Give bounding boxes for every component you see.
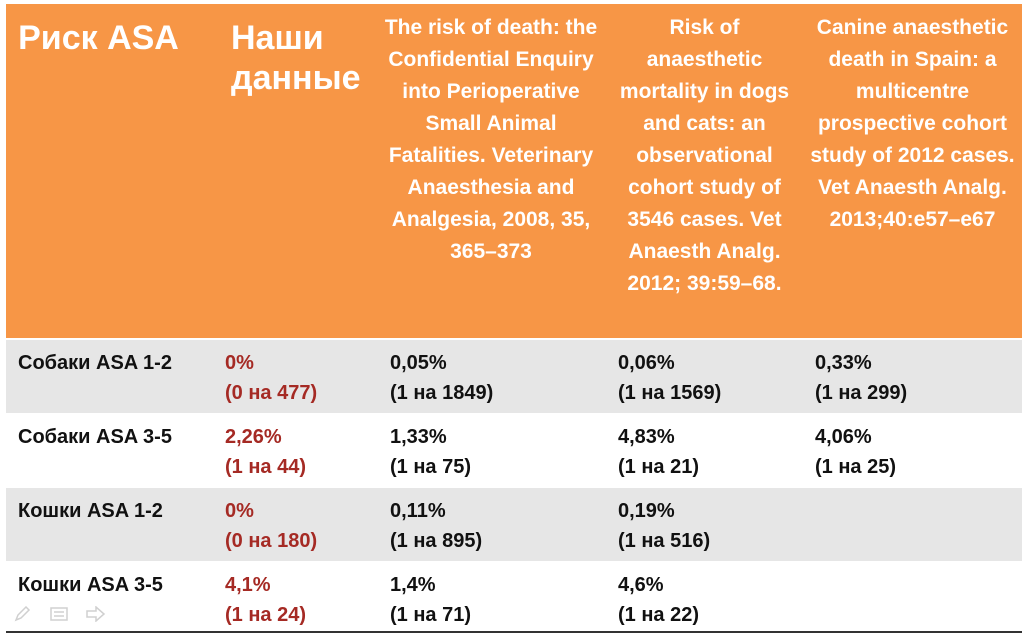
cell-ratio: (1 на 895) xyxy=(390,529,483,552)
arrow-right-icon[interactable] xyxy=(86,605,106,623)
row-label: Собаки ASA 3-5 xyxy=(18,425,172,448)
header-our-data-text: Наши данные xyxy=(231,19,361,97)
mortality-table: Риск ASA Наши данные The risk of death: … xyxy=(6,4,1022,635)
table-bottom-border xyxy=(6,631,1022,633)
header-row: Риск ASA Наши данные The risk of death: … xyxy=(6,4,1022,339)
cell-study-2013: 0,33% (1 на 299) xyxy=(803,339,1022,413)
table-row: Кошки ASA 1-2 0% (0 на 180) 0,11% (1 на … xyxy=(6,487,1022,561)
cell-pct: 4,6% xyxy=(618,573,664,596)
header-study-2012-text: Risk of anaesthetic mortality in dogs an… xyxy=(619,16,790,295)
cell-study-2012: 4,83% (1 на 21) xyxy=(606,413,803,487)
cell-ratio: (1 на 44) xyxy=(225,455,307,478)
header-asa-risk: Риск ASA xyxy=(6,4,211,339)
cell-pct: 0% xyxy=(225,499,254,522)
cell-study-2012: 0,06% (1 на 1569) xyxy=(606,339,803,413)
cell-ratio: (1 на 24) xyxy=(225,603,307,626)
cell-pct: 4,1% xyxy=(225,573,271,596)
header-study-2008-text: The risk of death: the Confidential Enqu… xyxy=(384,16,598,263)
slide-toolbar xyxy=(14,605,106,623)
cell-ratio: (1 на 299) xyxy=(815,382,908,404)
cell-study-2008: 0,11% (1 на 895) xyxy=(376,487,606,561)
slide: Риск ASA Наши данные The risk of death: … xyxy=(6,4,1024,636)
cell-pct: 0,06% xyxy=(618,352,675,374)
table-row: Кошки ASA 3-5 4,1% (1 на 24) 1,4% (1 на … xyxy=(6,561,1022,635)
header-study-2008: The risk of death: the Confidential Enqu… xyxy=(376,4,606,339)
cell-pct: 4,83% xyxy=(618,425,675,448)
header-asa-risk-text: Риск ASA xyxy=(18,19,179,57)
cell-ratio: (1 на 71) xyxy=(390,603,472,626)
cell-ratio: (1 на 516) xyxy=(618,529,711,552)
cell-study-2008: 1,33% (1 на 75) xyxy=(376,413,606,487)
cell-ratio: (1 на 75) xyxy=(390,455,472,478)
cell-pct: 4,06% xyxy=(815,425,872,448)
cell-ratio: (0 на 477) xyxy=(225,382,318,404)
cell-ratio: (1 на 25) xyxy=(815,455,897,478)
cell-pct: 0,19% xyxy=(618,499,675,522)
cell-ratio: (1 на 1849) xyxy=(390,382,494,404)
cell-pct: 0% xyxy=(225,352,254,374)
cell-pct: 1,33% xyxy=(390,425,447,448)
cell-our-data: 0% (0 на 180) xyxy=(211,487,376,561)
cell-our-data: 4,1% (1 на 24) xyxy=(211,561,376,635)
header-study-2012: Risk of anaesthetic mortality in dogs an… xyxy=(606,4,803,339)
cell-ratio: (1 на 21) xyxy=(618,455,700,478)
cell-ratio: (1 на 22) xyxy=(618,603,700,626)
header-study-2013-text: Canine anaesthetic death in Spain: a mul… xyxy=(810,16,1015,231)
cell-ratio: (1 на 1569) xyxy=(618,382,722,404)
cell-study-2013 xyxy=(803,561,1022,635)
row-label: Кошки ASA 1-2 xyxy=(18,499,163,522)
cell-pct: 2,26% xyxy=(225,425,282,448)
cell-pct: 0,11% xyxy=(390,499,446,522)
row-label: Кошки ASA 3-5 xyxy=(18,573,163,596)
menu-icon[interactable] xyxy=(50,606,70,622)
cell-study-2013 xyxy=(803,487,1022,561)
table-row: Собаки ASA 3-5 2,26% (1 на 44) 1,33% (1 … xyxy=(6,413,1022,487)
cell-pct: 0,05% xyxy=(390,352,447,374)
header-study-2013: Canine anaesthetic death in Spain: a mul… xyxy=(803,4,1022,339)
cell-pct: 0,33% xyxy=(815,352,872,374)
cell-ratio: (0 на 180) xyxy=(225,529,318,552)
cell-study-2013: 4,06% (1 на 25) xyxy=(803,413,1022,487)
row-label: Собаки ASA 1-2 xyxy=(18,352,172,374)
cell-study-2008: 1,4% (1 на 71) xyxy=(376,561,606,635)
cell-our-data: 2,26% (1 на 44) xyxy=(211,413,376,487)
pen-icon[interactable] xyxy=(14,605,34,622)
cell-pct: 1,4% xyxy=(390,573,436,596)
cell-study-2012: 4,6% (1 на 22) xyxy=(606,561,803,635)
cell-study-2008: 0,05% (1 на 1849) xyxy=(376,339,606,413)
cell-our-data: 0% (0 на 477) xyxy=(211,339,376,413)
header-our-data: Наши данные xyxy=(211,4,376,339)
cell-study-2012: 0,19% (1 на 516) xyxy=(606,487,803,561)
table-row: Собаки ASA 1-2 0% (0 на 477) 0,05% (1 на… xyxy=(6,339,1022,413)
